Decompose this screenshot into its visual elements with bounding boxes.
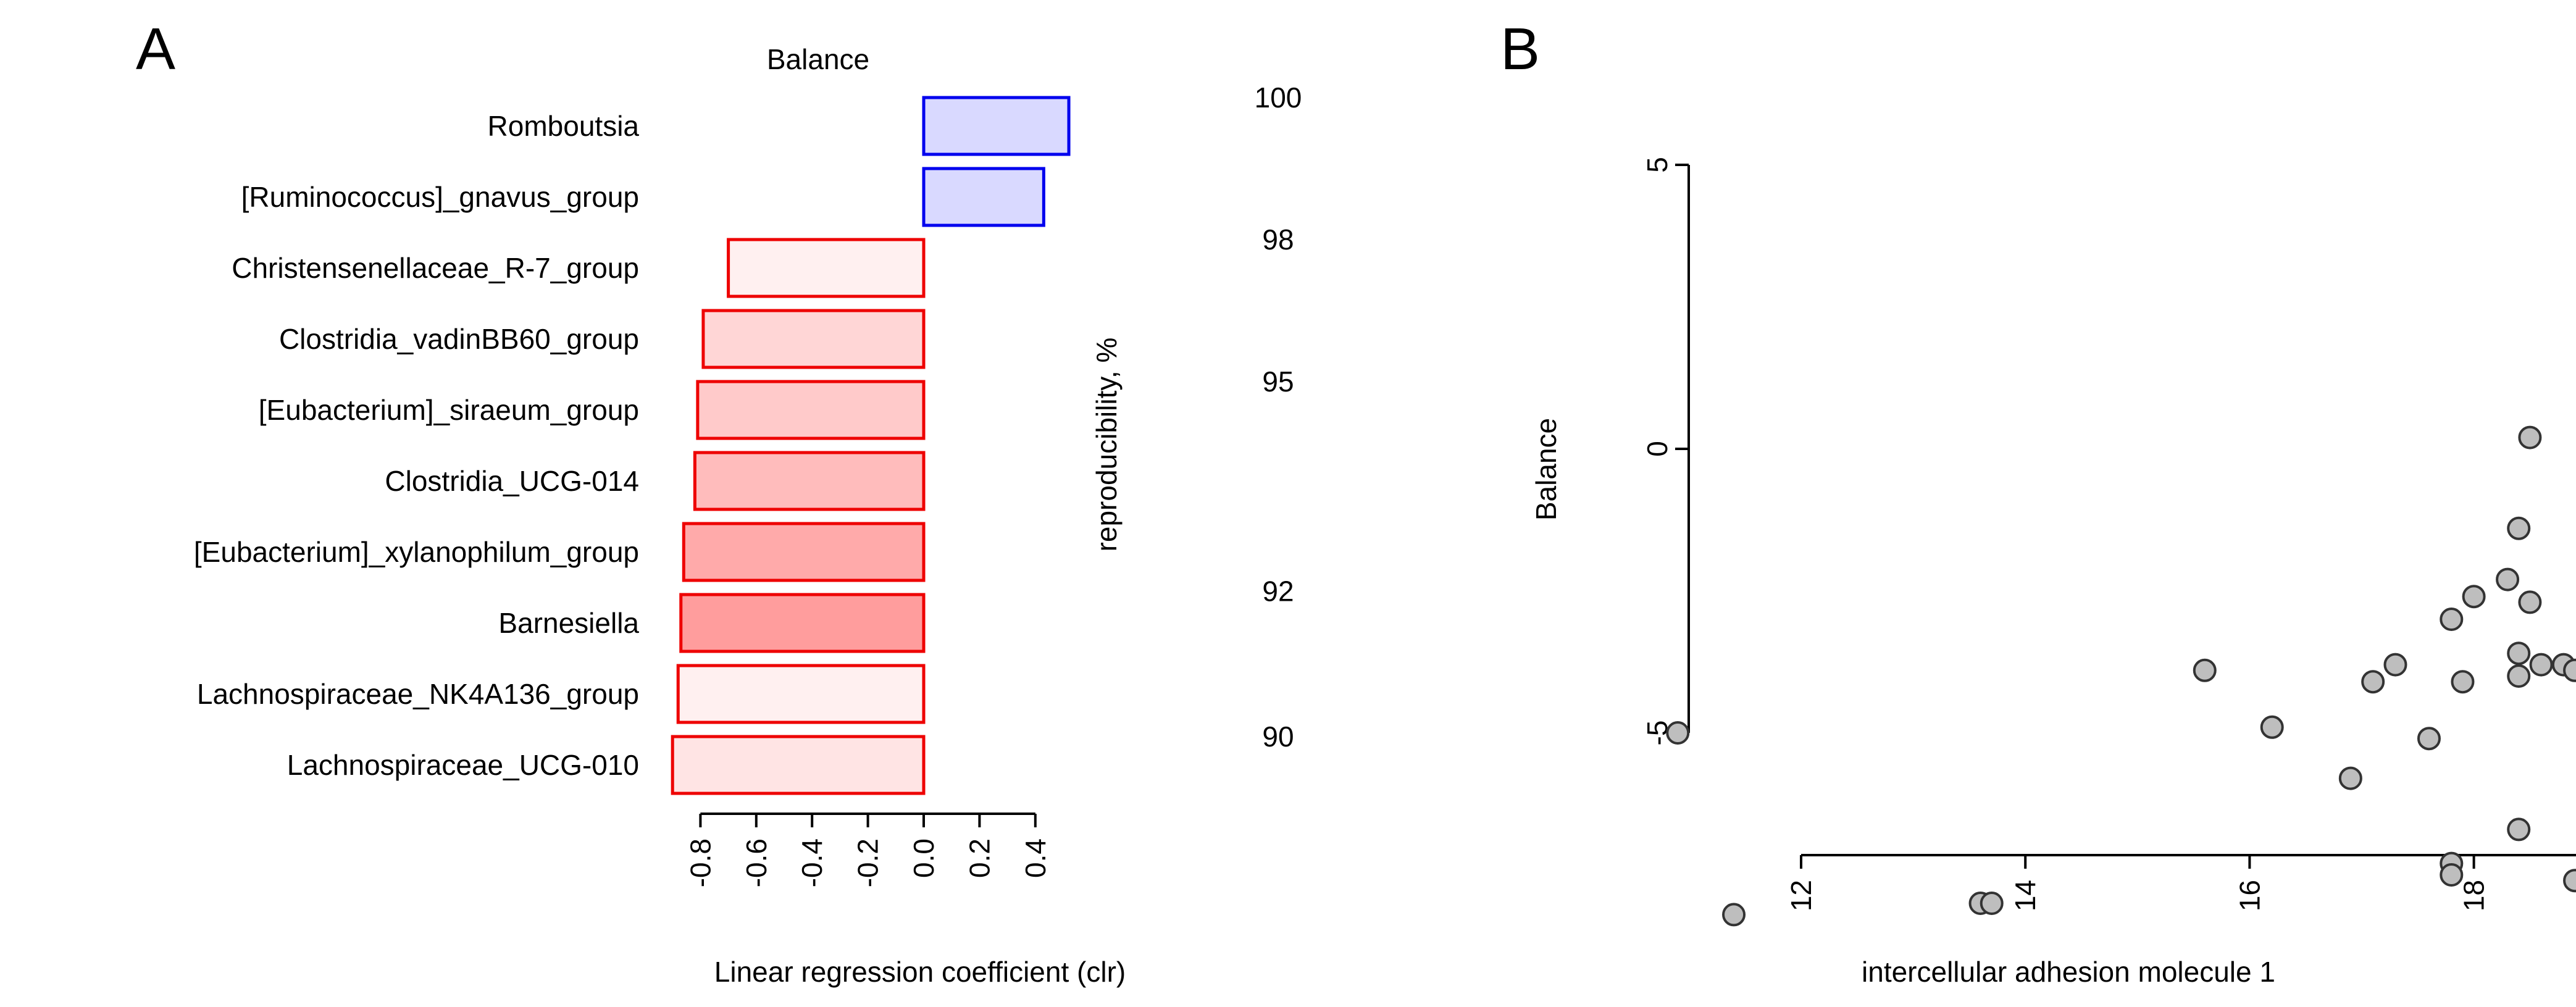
scatter-point-18 (2507, 664, 2531, 688)
x-tick-label-b-0: 12 (1785, 880, 1817, 911)
bar-label-2: Christensenellaceae_R-7_group (232, 252, 639, 284)
scatter-point-9 (2417, 727, 2441, 751)
panel-b-scatter-plot: 50-512141618202224 (1641, 157, 2576, 927)
x-tick-label-b-3: 18 (2458, 880, 2490, 911)
scatter-point-4 (2193, 658, 2217, 682)
panel-a-label: A (136, 16, 175, 82)
bar-label-3: Clostridia_vadinBB60_group (279, 323, 639, 355)
scatter-point-5 (2260, 715, 2284, 739)
scatter-point-10 (2440, 608, 2464, 631)
bar-9 (671, 735, 926, 795)
x-tick-label-0: -0.8 (684, 838, 716, 887)
bar-5 (693, 451, 926, 511)
scatter-point-7 (2361, 670, 2385, 694)
reproducibility-tick-1: 98 (1262, 224, 1294, 256)
scatter-point-17 (2507, 641, 2531, 666)
y-tick-label-1: 0 (1641, 441, 1673, 457)
bar-label-6: [Eubacterium]_xylanophilum_group (194, 536, 639, 568)
x-tick-label-1: -0.6 (740, 838, 772, 887)
scatter-point-12 (2462, 585, 2486, 609)
scatter-point-0 (1666, 721, 1690, 745)
scatter-point-8 (2383, 653, 2407, 677)
reproducibility-tick-2: 95 (1262, 366, 1294, 398)
scatter-point-6 (2338, 766, 2362, 790)
bar-label-4: [Eubacterium]_siraeum_group (259, 394, 639, 426)
reproducibility-axis-label: reproducibility, % (1090, 338, 1123, 552)
scatter-point-22 (2529, 653, 2553, 677)
reproducibility-tick-4: 90 (1262, 721, 1294, 753)
bar-3 (701, 309, 926, 369)
bar-label-9: Lachnospiraceae_UCG-010 (287, 749, 639, 781)
panel-b-xlabel: intercellular adhesion molecule 1 (1862, 956, 2275, 988)
bar-1 (922, 167, 1045, 227)
panel-b-label: B (1500, 16, 1540, 82)
bar-2 (727, 238, 926, 298)
bar-label-0: Romboutsia (488, 110, 640, 142)
scatter-point-19 (2507, 817, 2531, 842)
scatter-point-20 (2518, 425, 2542, 449)
panel-b-ylabel: Balance (1530, 418, 1562, 520)
panel-a-xlabel: Linear regression coefficient (clr) (714, 956, 1126, 988)
bar-label-1: [Ruminococcus]_gnavus_group (241, 181, 639, 213)
scatter-point-21 (2518, 590, 2542, 614)
bar-4 (696, 380, 926, 440)
panel-a-bar-chart: Romboutsia [Ruminococcus]_gnavus_group Chr… (194, 81, 1302, 887)
scatter-point-25 (2563, 869, 2576, 893)
bar-6 (682, 522, 926, 582)
scatter-point-11 (2451, 670, 2475, 694)
scatter-point-15 (2496, 567, 2520, 591)
bar-8 (676, 664, 926, 724)
x-tick-label-b-1: 14 (2009, 880, 2041, 911)
scatter-point-14 (2440, 863, 2464, 887)
bar-label-5: Clostridia_UCG-014 (385, 465, 639, 497)
x-tick-label-6: 0.4 (1019, 838, 1052, 878)
bar-label-7: Barnesiella (498, 607, 639, 639)
x-tick-label-b-2: 16 (2233, 880, 2265, 911)
x-tick-label-2: -0.4 (796, 838, 828, 887)
reproducibility-tick-3: 92 (1262, 575, 1294, 607)
bar-0 (922, 96, 1071, 156)
x-tick-label-3: -0.2 (852, 838, 884, 887)
reproducibility-tick-0: 100 (1255, 81, 1302, 114)
scatter-point-24 (2563, 658, 2576, 682)
y-tick-label-0: 5 (1641, 157, 1673, 173)
bar-7 (679, 593, 926, 653)
bar-label-8: Lachnospiraceae_NK4A136_group (197, 678, 639, 710)
x-tick-label-4: 0.0 (908, 838, 940, 878)
scatter-point-16 (2507, 516, 2531, 540)
x-tick-label-5: 0.2 (963, 838, 995, 878)
scatter-point-3 (1980, 892, 2004, 915)
scatter-point-1 (1722, 903, 1746, 927)
panel-a-title: Balance (767, 43, 869, 75)
